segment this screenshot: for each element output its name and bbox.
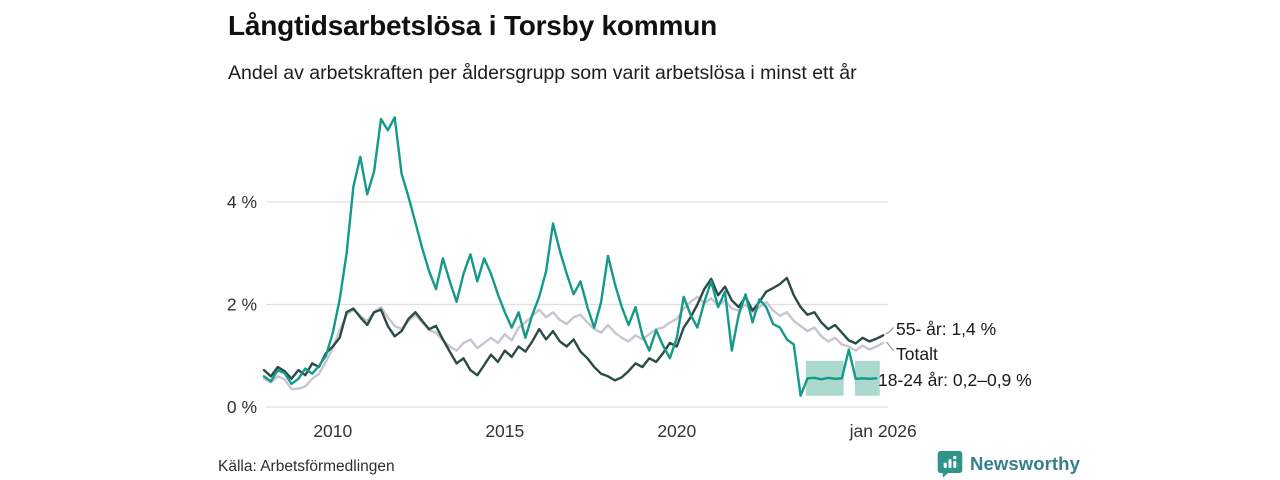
page-title: Långtidsarbetslösa i Torsby kommun <box>228 10 717 41</box>
label-connector-55 <box>885 327 894 335</box>
y-tick-label: 4 % <box>227 192 257 212</box>
chart-subtitle: Andel av arbetskraften per åldersgrupp s… <box>228 62 857 84</box>
y-tick-label: 0 % <box>227 397 257 417</box>
series-label-total: Totalt <box>896 344 938 364</box>
x-tick-label: 2010 <box>313 421 352 441</box>
label-connector-total <box>886 341 894 351</box>
newsworthy-logo[interactable]: Newsworthy <box>937 450 1080 478</box>
series-line-55--år <box>262 276 885 382</box>
series-line-18-24-år <box>262 116 878 397</box>
newsworthy-wordmark: Newsworthy <box>970 453 1080 474</box>
y-tick-label: 2 % <box>227 295 257 315</box>
plot-area: 0 % 2 % 4 % 2010 2015 2020 jan 2026 <box>227 116 917 441</box>
x-tick-label: 2015 <box>485 421 524 441</box>
series-label-55: 55- år: 1,4 % <box>896 319 997 339</box>
x-tick-label: 2020 <box>657 421 696 441</box>
series-label-18-24: 18-24 år: 0,2–0,9 % <box>878 370 1032 390</box>
x-tick-label: jan 2026 <box>849 421 917 441</box>
series-line-Totalt <box>262 295 885 391</box>
newsworthy-icon <box>937 451 963 478</box>
source-note: Källa: Arbetsförmedlingen <box>218 458 395 475</box>
